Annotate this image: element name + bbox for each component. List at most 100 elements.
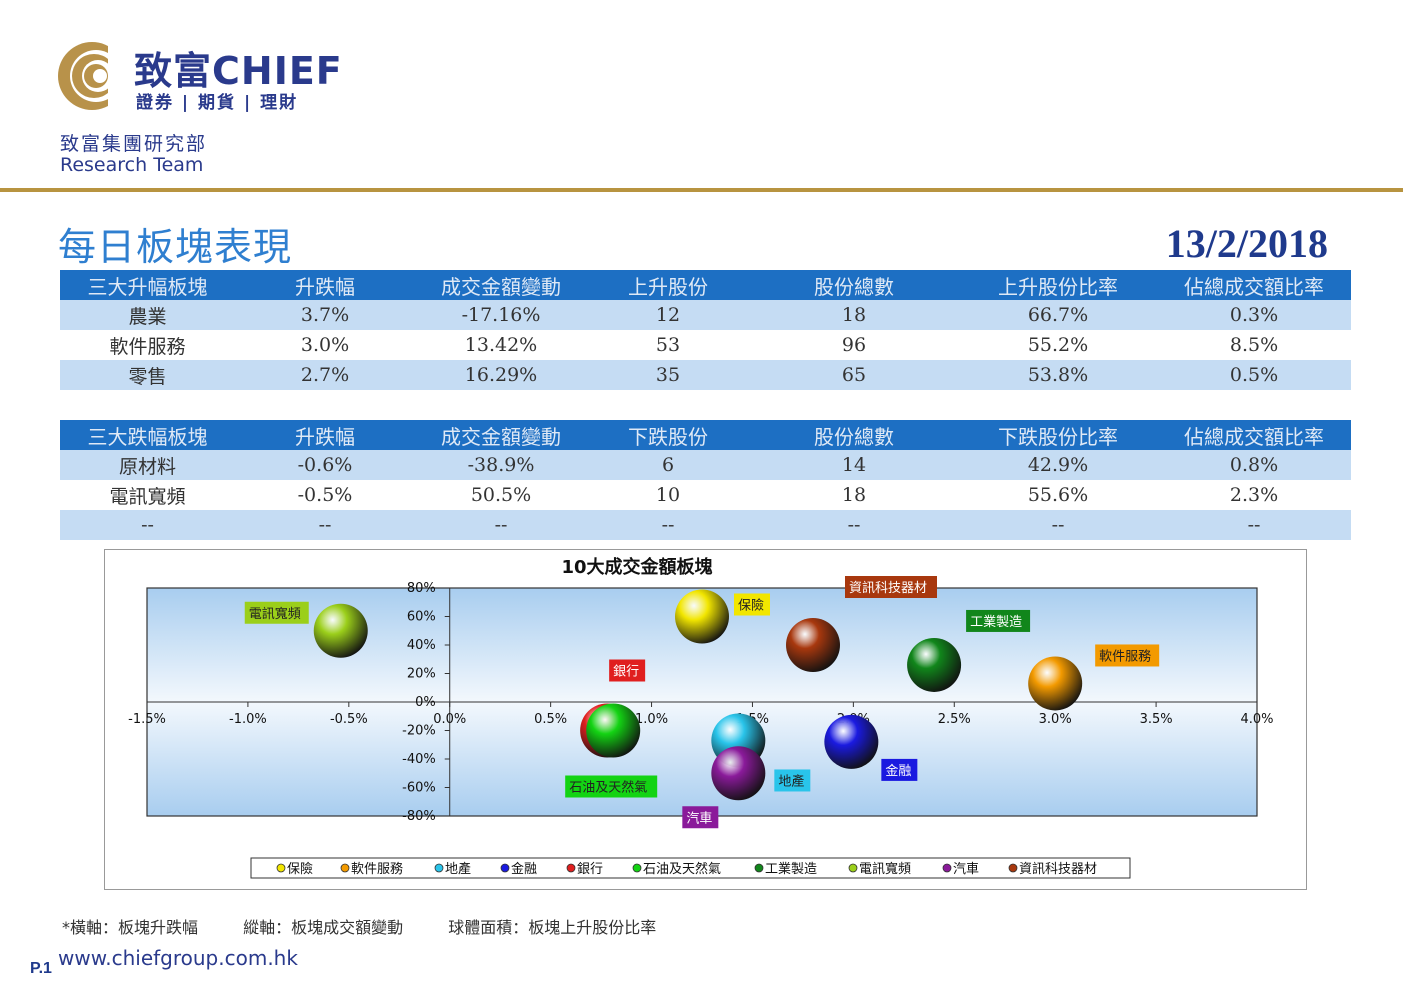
bubble-6 — [907, 637, 962, 692]
table-cell: 12 — [587, 300, 749, 330]
x-tick-label: -1.0% — [229, 712, 267, 727]
column-header: 佔總成交額比率 — [1157, 270, 1351, 300]
column-header: 三大跌幅板塊 — [60, 420, 235, 450]
footnote-x-axis: *橫軸：板塊升跌幅 — [62, 918, 199, 937]
data-label: 電訊寬頻 — [249, 606, 301, 622]
table-cell: -17.16% — [415, 300, 587, 330]
table-cell: 3.0% — [235, 330, 415, 360]
x-tick-label: 1.0% — [635, 712, 668, 727]
chief-logo: 致富CHIEF 證券 | 期貨 | 理財 — [56, 38, 396, 114]
footnote-y-axis: 縱軸：板塊成交額變動 — [243, 918, 404, 937]
column-header: 佔總成交額比率 — [1157, 420, 1351, 450]
y-tick-label: 20% — [407, 667, 436, 682]
chief-logo-icon — [58, 40, 128, 112]
chart-legend — [250, 857, 1131, 879]
y-tick-label: 80% — [407, 581, 436, 596]
table-cell: 96 — [749, 330, 959, 360]
legend-entry: 金融 — [511, 861, 537, 877]
table-cell: -- — [235, 510, 415, 540]
legend-entry: 汽車 — [953, 862, 979, 877]
x-tick-label: 4.0% — [1240, 712, 1273, 727]
data-label: 汽車 — [686, 811, 712, 826]
top-losers-table: 三大跌幅板塊 升跌幅 成交金額變動 下跌股份 股份總數 下跌股份比率 佔總成交額… — [60, 420, 1351, 540]
legend-marker — [340, 863, 350, 873]
table-cell: 66.7% — [959, 300, 1157, 330]
bubble-8 — [711, 746, 766, 801]
legend-entry: 銀行 — [577, 862, 603, 877]
legend-entry: 保險 — [287, 862, 313, 877]
table-cell: 55.6% — [959, 480, 1157, 510]
data-label: 工業製造 — [970, 614, 1022, 630]
table-cell: 42.9% — [959, 450, 1157, 480]
column-header: 成交金額變動 — [415, 420, 587, 450]
bubble-1 — [1028, 656, 1083, 711]
data-label: 金融 — [885, 763, 911, 779]
footnote-bubble: 球體面積：板塊上升股份比率 — [448, 918, 657, 937]
legend-entry: 地產 — [445, 861, 471, 877]
table-cell: 13.42% — [415, 330, 587, 360]
table-cell: -38.9% — [415, 450, 587, 480]
table-cell: 電訊寬頻 — [60, 480, 235, 510]
table-cell: 18 — [749, 480, 959, 510]
x-tick-label: -1.5% — [128, 712, 166, 727]
bubble-0 — [675, 589, 729, 644]
bubble-chart-svg: 10大成交金額板塊 -1.5%-1.0%-0.5%0.0%0.5%1.0%1.5… — [128, 556, 1274, 879]
table-cell: -- — [959, 510, 1157, 540]
table-cell: 10 — [587, 480, 749, 510]
legend-marker — [276, 863, 286, 873]
x-tick-label: -0.5% — [330, 712, 368, 727]
data-label-box — [774, 769, 811, 792]
legend-entry: 軟件服務 — [351, 861, 403, 877]
table-cell: 55.2% — [959, 330, 1157, 360]
table-cell: 18 — [749, 300, 959, 330]
table-cell: 53.8% — [959, 360, 1157, 390]
table-cell: 0.3% — [1157, 300, 1351, 330]
chart-title: 10大成交金額板塊 — [561, 556, 712, 578]
data-label-box — [966, 609, 1031, 632]
data-label: 資訊科技器材 — [849, 581, 927, 596]
table-cell: 軟件服務 — [60, 330, 235, 360]
bubble-7 — [313, 603, 368, 658]
data-label: 軟件服務 — [1099, 648, 1151, 664]
data-label: 石油及天然氣 — [569, 780, 647, 796]
data-label-box — [734, 593, 770, 616]
column-header: 上升股份比率 — [959, 270, 1157, 300]
y-tick-label: -40% — [402, 752, 436, 767]
table-cell: 農業 — [60, 300, 235, 330]
table-cell: 6 — [587, 450, 749, 480]
table-cell: -- — [587, 510, 749, 540]
column-header: 股份總數 — [749, 420, 959, 450]
x-tick-label: 0.5% — [534, 712, 567, 727]
data-label-box — [881, 758, 918, 781]
column-header: 股份總數 — [749, 270, 959, 300]
legend-marker — [754, 863, 764, 873]
table-cell: -0.6% — [235, 450, 415, 480]
data-label-box — [1095, 644, 1160, 667]
report-date: 13/2/2018 — [1165, 221, 1328, 266]
x-tick-label: 3.0% — [1039, 712, 1072, 727]
legend-entry: 資訊科技器材 — [1019, 862, 1097, 877]
data-label-box — [244, 601, 309, 624]
legend-entry: 電訊寬頻 — [859, 861, 911, 877]
column-header: 下跌股份 — [587, 420, 749, 450]
data-label: 地產 — [778, 773, 804, 789]
table-row: 原材料 -0.6% -38.9% 6 14 42.9% 0.8% — [60, 450, 1351, 480]
legend-marker — [1008, 863, 1018, 873]
y-tick-label: -80% — [402, 809, 436, 824]
column-header: 上升股份 — [587, 270, 749, 300]
top-gainers-table: 三大升幅板塊 升跌幅 成交金額變動 上升股份 股份總數 上升股份比率 佔總成交額… — [60, 270, 1351, 390]
x-tick-label: 2.5% — [938, 712, 971, 727]
legend-marker — [942, 863, 952, 873]
table-cell: 65 — [749, 360, 959, 390]
table-cell: 8.5% — [1157, 330, 1351, 360]
page-title: 每日板塊表現 — [58, 225, 293, 269]
column-header: 三大升幅板塊 — [60, 270, 235, 300]
table-cell: 53 — [587, 330, 749, 360]
bubble-5 — [586, 703, 641, 758]
y-tick-label: 0% — [415, 695, 436, 710]
logo-text: 致富CHIEF — [134, 49, 343, 93]
website-link[interactable]: www.chiefgroup.com.hk — [58, 946, 298, 970]
legend-marker — [632, 863, 642, 873]
sector-bubble-chart: 10大成交金額板塊 -1.5%-1.0%-0.5%0.0%0.5%1.0%1.5… — [104, 549, 1307, 890]
data-label-box — [845, 576, 937, 598]
